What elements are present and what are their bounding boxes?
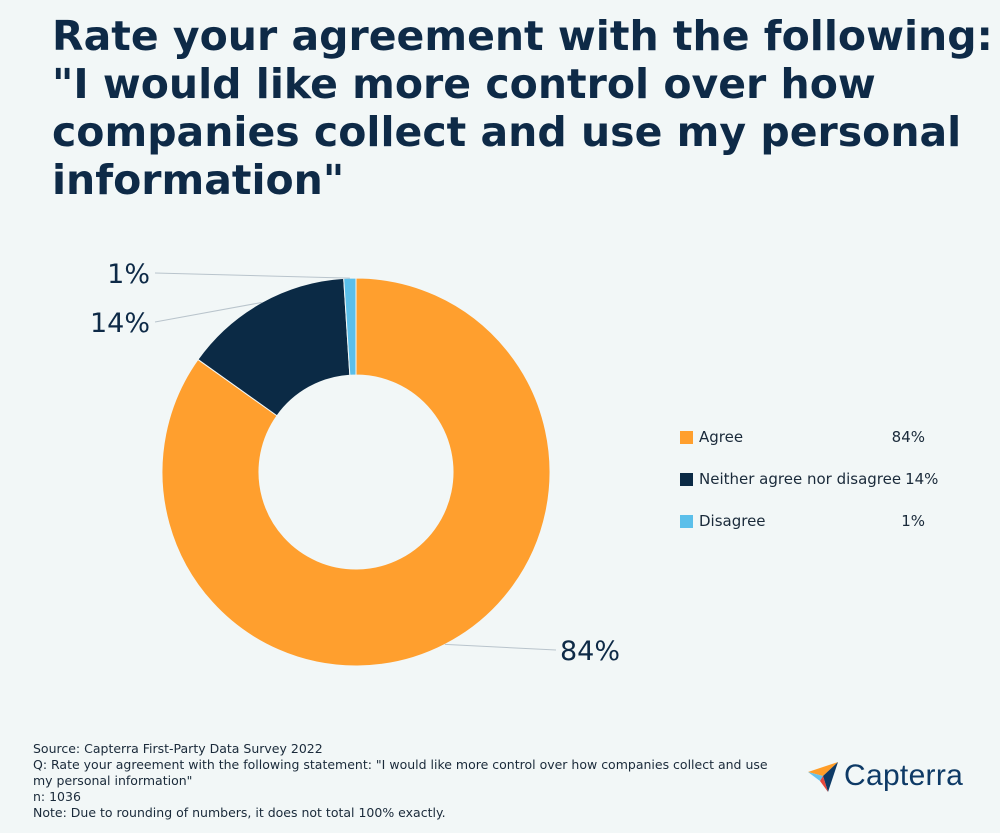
sample-size: n: 1036	[33, 789, 81, 804]
legend-swatch	[680, 514, 693, 528]
leader-line	[154, 272, 350, 279]
data-label: 1%	[107, 259, 150, 290]
leader-line	[444, 643, 557, 651]
logo-text: Capterra	[844, 759, 964, 792]
source-note: Source: Capterra First-Party Data Survey…	[33, 741, 323, 756]
legend-value: 84%	[891, 428, 925, 446]
chart-footer: Source: Capterra First-Party Data Survey…	[33, 741, 773, 821]
slice-agree	[161, 277, 551, 667]
title-line-1: Rate your agreement with the following:	[52, 12, 993, 60]
legend-swatch	[680, 472, 693, 486]
legend-value: 14%	[905, 470, 939, 488]
question-note-cont: my personal information"	[33, 773, 193, 788]
capterra-logo-icon	[808, 762, 838, 792]
chart-title: Rate your agreement with the following: …	[52, 12, 993, 204]
title-line-3: companies collect and use my personal	[52, 108, 962, 156]
legend-label: Agree	[699, 428, 744, 446]
title-line-4: information"	[52, 156, 345, 204]
title-line-2: "I would like more control over how	[52, 60, 876, 108]
legend-swatch	[680, 430, 693, 444]
legend-label: Disagree	[699, 512, 766, 530]
donut-chart: 84% 14% 1%	[90, 259, 620, 667]
legend-item-disagree: Disagree 1%	[680, 500, 925, 542]
legend-item-agree: Agree 84%	[680, 416, 925, 458]
chart-legend: Agree 84% Neither agree nor disagree 14%…	[680, 416, 938, 542]
legend-label: Neither agree nor disagree	[699, 470, 902, 488]
data-label: 84%	[560, 636, 620, 667]
data-label: 14%	[90, 308, 150, 339]
leader-line	[154, 301, 262, 323]
legend-value: 1%	[901, 512, 925, 530]
rounding-note: Note: Due to rounding of numbers, it doe…	[33, 805, 446, 820]
question-note: Q: Rate your agreement with the followin…	[33, 757, 768, 772]
legend-item-neither: Neither agree nor disagree 14%	[680, 458, 938, 500]
capterra-logo: Capterra	[806, 756, 963, 796]
